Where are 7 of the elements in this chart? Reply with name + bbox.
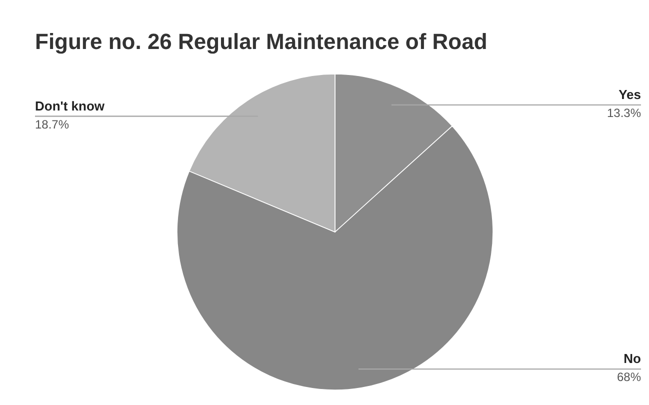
slice-label: Yes	[618, 86, 641, 102]
chart-title: Figure no. 26 Regular Maintenance of Road	[35, 29, 488, 54]
data-label: 18.7%	[35, 117, 70, 132]
data-label: 13.3%	[606, 106, 642, 120]
slice-label: Don't know	[35, 98, 106, 114]
data-label: 68%	[616, 370, 642, 384]
slice-label: No	[624, 351, 642, 366]
